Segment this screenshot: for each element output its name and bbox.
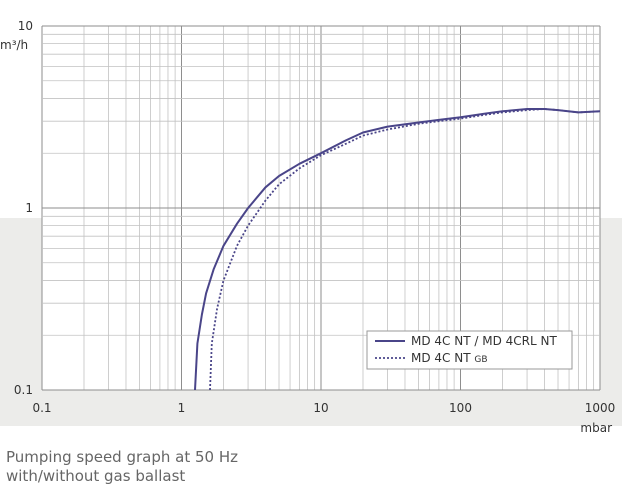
y-tick-10: 10 bbox=[18, 19, 33, 33]
y-tick-0.1: 0.1 bbox=[14, 383, 33, 397]
x-tick-100: 100 bbox=[449, 401, 472, 415]
series-line-2 bbox=[209, 108, 601, 391]
x-tick-1: 1 bbox=[178, 401, 186, 415]
grid bbox=[41, 25, 601, 391]
caption-line-1: Pumping speed graph at 50 Hz bbox=[6, 448, 238, 466]
legend: MD 4C NT / MD 4CRL NT MD 4C NT GB bbox=[366, 330, 573, 370]
legend-item-dotted-sub: GB bbox=[474, 355, 487, 365]
legend-item-dotted-main: MD 4C NT bbox=[411, 351, 471, 365]
series-line-1 bbox=[194, 108, 601, 391]
x-tick-10: 10 bbox=[313, 401, 328, 415]
caption-line-2: with/without gas ballast bbox=[6, 467, 186, 485]
legend-item-solid: MD 4C NT / MD 4CRL NT bbox=[411, 334, 557, 348]
y-tick-1: 1 bbox=[25, 201, 33, 215]
series-lines bbox=[194, 108, 601, 391]
x-axis-label: mbar bbox=[580, 421, 612, 435]
x-tick-0.1: 0.1 bbox=[32, 401, 51, 415]
chart-caption: Pumping speed graph at 50 Hz with/withou… bbox=[6, 448, 406, 486]
x-tick-1000: 1000 bbox=[585, 401, 616, 415]
legend-box bbox=[366, 330, 573, 370]
y-axis-label: m³/h bbox=[0, 38, 28, 52]
tick-labels: 0.1 1 10 100 1000 mbar 10 1 0.1 m³/h bbox=[0, 19, 615, 435]
legend-item-dotted: MD 4C NT GB bbox=[411, 351, 488, 365]
